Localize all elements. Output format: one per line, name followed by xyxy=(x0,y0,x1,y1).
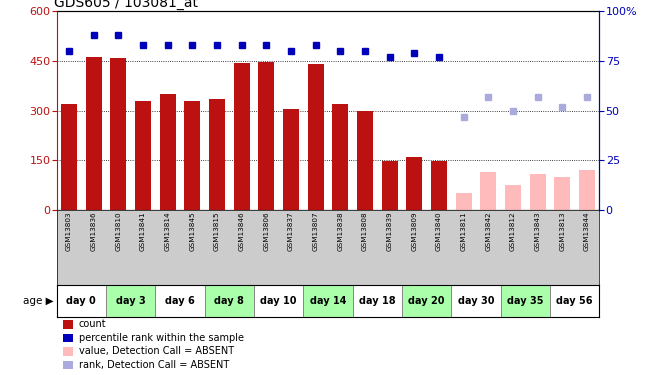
Bar xyxy=(155,285,204,317)
Bar xyxy=(382,161,398,210)
Text: day 6: day 6 xyxy=(165,296,195,306)
Bar xyxy=(550,285,599,317)
Bar xyxy=(501,285,550,317)
Text: day 20: day 20 xyxy=(408,296,445,306)
Bar xyxy=(357,111,373,210)
Text: GSM13812: GSM13812 xyxy=(510,211,516,251)
Text: day 35: day 35 xyxy=(507,296,543,306)
Bar xyxy=(135,101,151,210)
Bar xyxy=(554,177,570,210)
Bar xyxy=(209,99,225,210)
Text: GSM13844: GSM13844 xyxy=(584,211,590,251)
Bar xyxy=(505,185,521,210)
Text: GSM13806: GSM13806 xyxy=(263,211,269,251)
Bar xyxy=(184,101,200,210)
Bar xyxy=(204,285,254,317)
Bar xyxy=(283,109,299,210)
Text: day 10: day 10 xyxy=(260,296,297,306)
Bar xyxy=(308,64,324,210)
Bar xyxy=(86,57,102,210)
Bar xyxy=(160,94,176,210)
Bar xyxy=(258,62,274,210)
Text: percentile rank within the sample: percentile rank within the sample xyxy=(79,333,244,343)
Text: GSM13807: GSM13807 xyxy=(312,211,318,251)
Bar xyxy=(106,285,155,317)
Text: rank, Detection Call = ABSENT: rank, Detection Call = ABSENT xyxy=(79,360,229,370)
Text: value, Detection Call = ABSENT: value, Detection Call = ABSENT xyxy=(79,346,234,356)
Text: GSM13838: GSM13838 xyxy=(338,211,344,251)
Bar xyxy=(456,194,472,210)
Bar xyxy=(57,285,106,317)
Text: day 3: day 3 xyxy=(116,296,145,306)
Text: GSM13803: GSM13803 xyxy=(66,211,72,251)
Text: day 56: day 56 xyxy=(557,296,593,306)
Bar xyxy=(529,174,545,210)
Text: GSM13846: GSM13846 xyxy=(238,211,244,251)
Text: GSM13836: GSM13836 xyxy=(91,211,97,251)
Text: count: count xyxy=(79,320,106,329)
Text: day 0: day 0 xyxy=(67,296,96,306)
Bar xyxy=(332,104,348,210)
Text: GSM13808: GSM13808 xyxy=(362,211,368,251)
Text: GSM13845: GSM13845 xyxy=(189,211,195,251)
Bar xyxy=(111,58,127,210)
Text: day 14: day 14 xyxy=(310,296,346,306)
Bar xyxy=(480,172,496,210)
Text: day 8: day 8 xyxy=(214,296,244,306)
Text: GSM13843: GSM13843 xyxy=(535,211,541,251)
Text: day 30: day 30 xyxy=(458,296,494,306)
Text: GSM13810: GSM13810 xyxy=(115,211,121,251)
Text: GSM13840: GSM13840 xyxy=(436,211,442,251)
Bar xyxy=(303,285,353,317)
Bar xyxy=(61,104,77,210)
Text: day 18: day 18 xyxy=(359,296,396,306)
Bar xyxy=(402,285,452,317)
Text: GSM13839: GSM13839 xyxy=(387,211,393,251)
Text: GSM13809: GSM13809 xyxy=(412,211,418,251)
Bar xyxy=(452,285,501,317)
Text: GSM13842: GSM13842 xyxy=(486,211,492,251)
Bar xyxy=(254,285,303,317)
Text: GSM13813: GSM13813 xyxy=(559,211,565,251)
Text: GSM13837: GSM13837 xyxy=(288,211,294,251)
Bar xyxy=(431,161,447,210)
Bar xyxy=(579,170,595,210)
Text: GSM13811: GSM13811 xyxy=(461,211,467,251)
Text: GSM13841: GSM13841 xyxy=(140,211,146,251)
Text: GSM13814: GSM13814 xyxy=(165,211,170,251)
Bar xyxy=(406,157,422,210)
Bar xyxy=(353,285,402,317)
Text: GSM13815: GSM13815 xyxy=(214,211,220,251)
Text: GDS605 / 103081_at: GDS605 / 103081_at xyxy=(54,0,198,10)
Bar xyxy=(234,63,250,210)
Text: age ▶: age ▶ xyxy=(23,296,53,306)
